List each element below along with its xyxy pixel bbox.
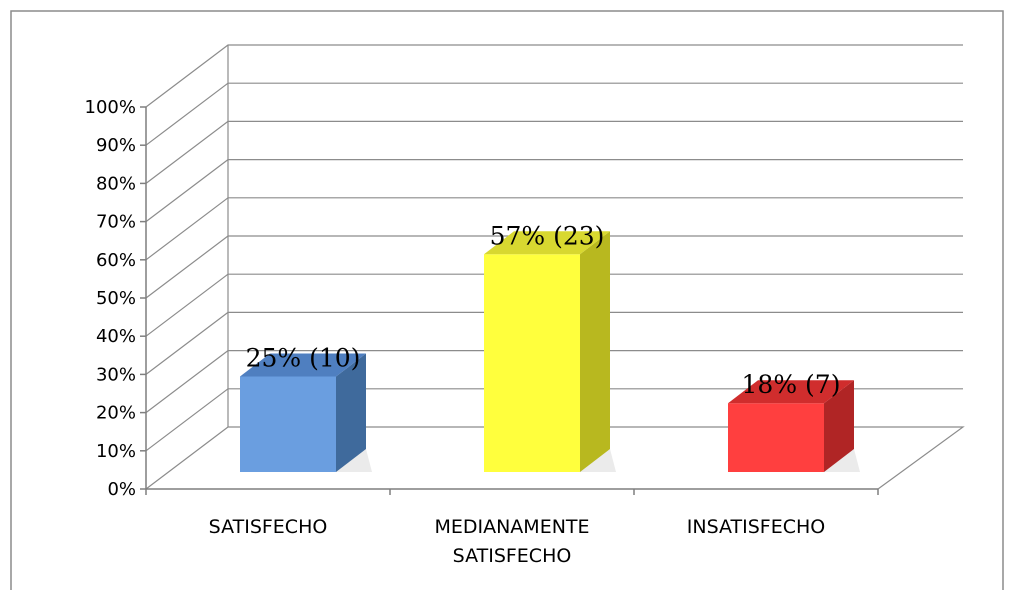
x-category-label: MEDIANAMENTE SATISFECHO: [434, 516, 589, 567]
data-label: 25% (10): [246, 344, 361, 373]
bar-top: [484, 231, 610, 255]
y-tick-label: 90%: [96, 135, 136, 156]
bar-top: [240, 353, 366, 377]
x-category-label: INSATISFECHO: [687, 516, 825, 538]
x-category-line: MEDIANAMENTE: [434, 516, 589, 538]
y-tick-label: 60%: [96, 250, 136, 271]
y-tick-label: 30%: [96, 364, 136, 385]
y-tick-label: 40%: [96, 326, 136, 347]
gridline: [145, 44, 963, 108]
data-label: 57% (23): [490, 221, 605, 250]
y-tick-label: 20%: [96, 403, 136, 424]
x-category-label: SATISFECHO: [209, 516, 328, 538]
bar-3: [728, 380, 860, 472]
bar-side: [336, 353, 366, 472]
bar-front: [240, 376, 336, 472]
gridline: [145, 82, 963, 146]
gridline: [145, 159, 963, 223]
y-tick-label: 0%: [107, 479, 136, 500]
gridline: [145, 120, 963, 184]
y-tick-label: 50%: [96, 288, 136, 309]
y-tick-label: 100%: [85, 97, 136, 118]
x-category-line: INSATISFECHO: [687, 516, 825, 538]
bar-top: [728, 380, 854, 404]
bar-front: [728, 403, 824, 472]
bar-2: [484, 231, 616, 472]
data-label: 18% (7): [742, 370, 841, 399]
x-category-line: SATISFECHO: [453, 545, 572, 567]
y-tick-label: 80%: [96, 173, 136, 194]
x-category-line: SATISFECHO: [209, 516, 328, 538]
y-tick-label: 70%: [96, 212, 136, 233]
chart-frame: [10, 10, 1004, 590]
bar-side: [824, 380, 854, 472]
bar-front: [484, 254, 580, 472]
y-tick-label: 10%: [96, 441, 136, 462]
bar-side: [580, 231, 610, 472]
bar-1: [240, 353, 372, 472]
